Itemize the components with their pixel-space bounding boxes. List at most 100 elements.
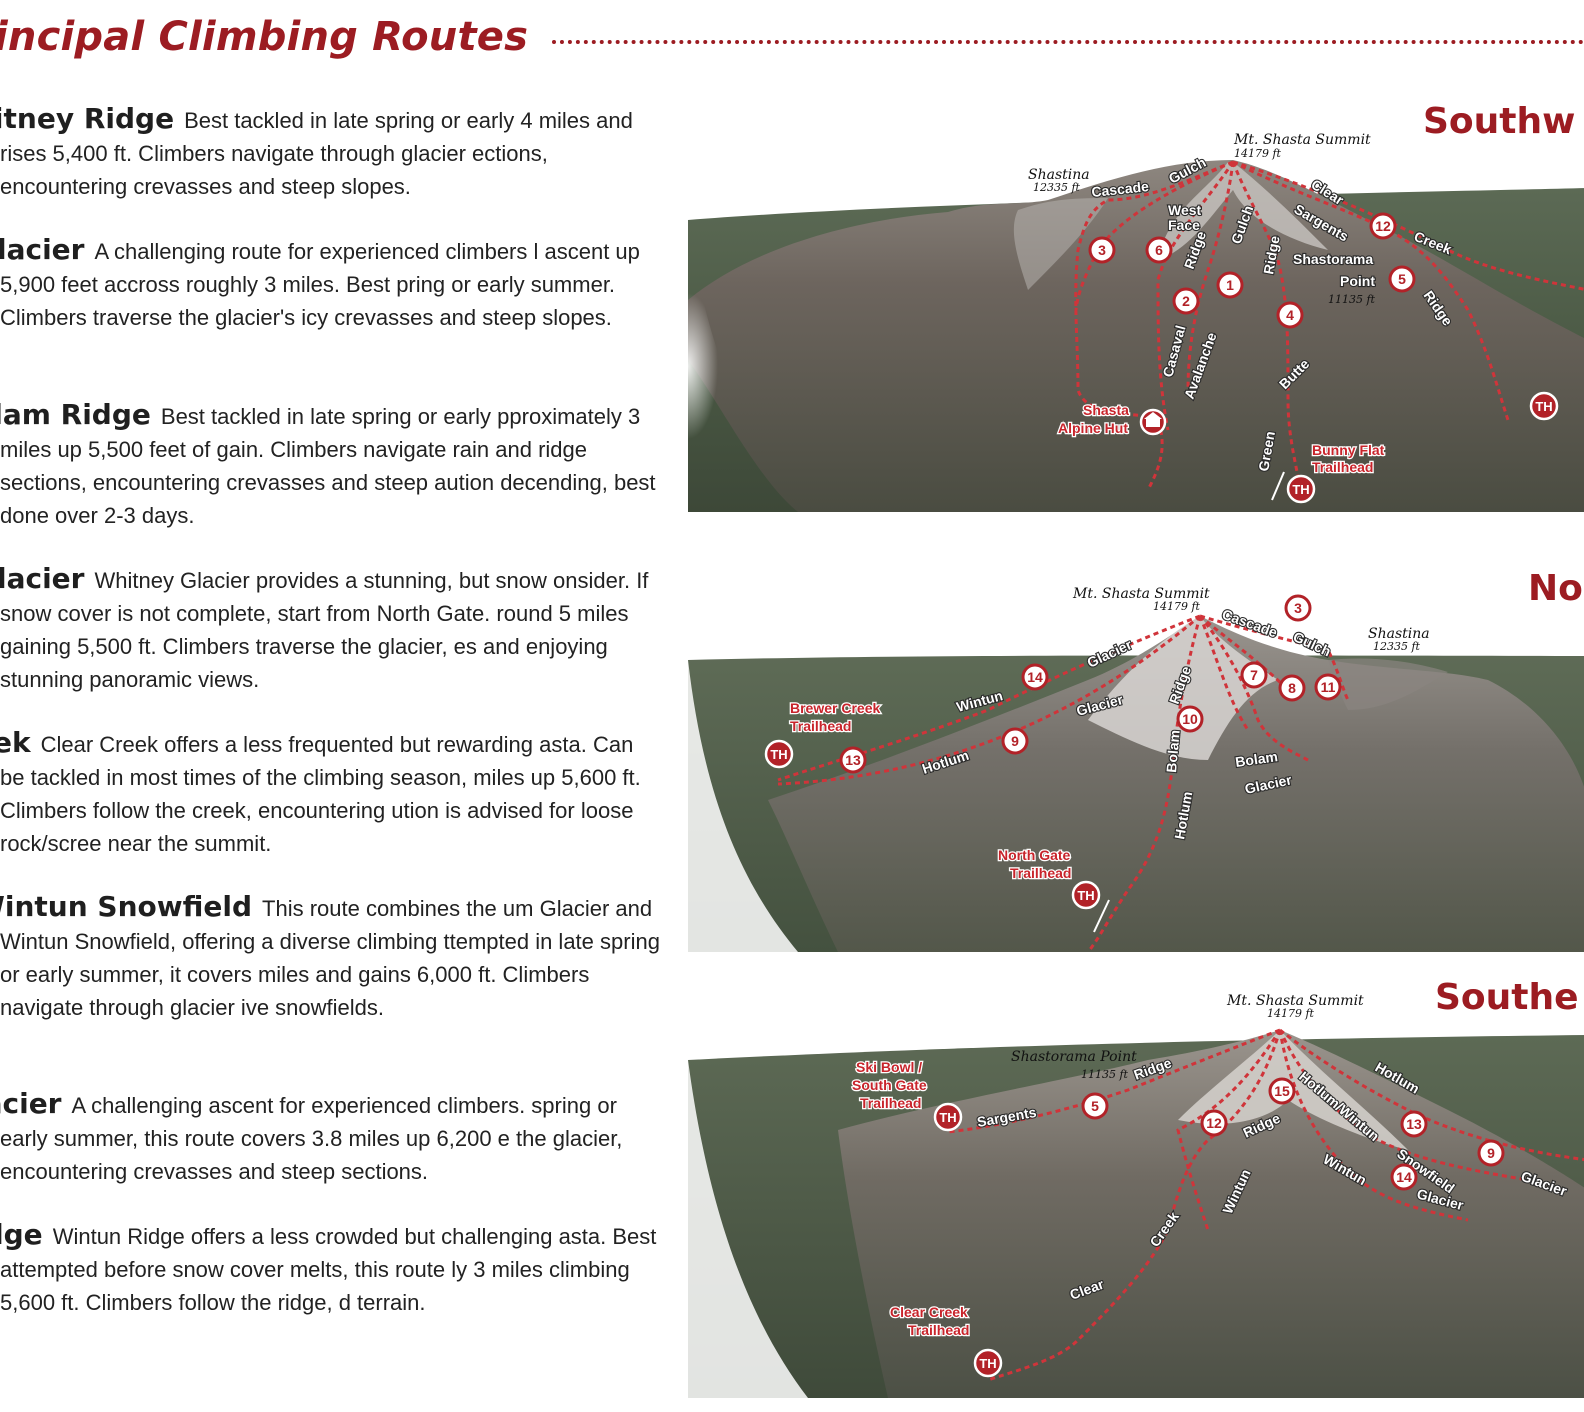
svg-text:7: 7 xyxy=(1250,667,1258,683)
trailhead-label: North Gate xyxy=(998,847,1071,863)
svg-text:13: 13 xyxy=(1406,1116,1422,1132)
route-description: GlacierA challenging route for experienc… xyxy=(0,233,660,334)
svg-text:12: 12 xyxy=(1206,1115,1222,1131)
route-label: Point xyxy=(1340,273,1375,289)
route-name: idge xyxy=(0,1218,43,1251)
panel-title: Southw xyxy=(1423,101,1575,142)
svg-text:9: 9 xyxy=(1487,1145,1495,1161)
svg-text:4: 4 xyxy=(1286,307,1294,323)
panel-title: Southe xyxy=(1435,977,1579,1018)
svg-text:14: 14 xyxy=(1396,1169,1412,1185)
svg-text:6: 6 xyxy=(1155,242,1163,258)
trailhead-label: Trailhead xyxy=(790,718,851,734)
trailhead-icon: TH xyxy=(1286,474,1316,504)
trailhead-label: Bunny Flat xyxy=(1312,442,1385,458)
alpine-hut-icon xyxy=(1139,408,1167,436)
trailhead-icon: TH xyxy=(933,1102,963,1132)
trailhead-label: South Gate xyxy=(852,1077,927,1093)
route-marker: 5 xyxy=(1388,265,1416,293)
svg-text:TH: TH xyxy=(1292,482,1309,497)
route-text: Best tackled in late spring or early ppr… xyxy=(0,404,656,528)
svg-text:14: 14 xyxy=(1027,669,1043,685)
route-name: hitney Ridge xyxy=(0,102,175,135)
route-text: Whitney Glacier provides a stunning, but… xyxy=(0,568,649,692)
route-name: Glacier xyxy=(0,562,85,595)
trailhead-icon: TH xyxy=(1071,880,1101,910)
svg-text:12: 12 xyxy=(1375,218,1391,234)
svg-text:11: 11 xyxy=(1321,679,1336,695)
route-label: Face xyxy=(1168,217,1200,233)
route-label: West xyxy=(1168,202,1202,218)
route-description: GlacierWhitney Glacier provides a stunni… xyxy=(0,562,660,696)
svg-text:5: 5 xyxy=(1091,1098,1099,1114)
summit-label: Mt. Shasta Summit xyxy=(1072,586,1210,602)
svg-text:13: 13 xyxy=(845,752,861,768)
summit-label: Mt. Shasta Summit xyxy=(1226,993,1364,1009)
shastina-elevation: 12335 ft xyxy=(1373,640,1421,653)
route-marker: 15 xyxy=(1268,1077,1296,1105)
route-marker: 12 xyxy=(1369,212,1397,240)
hut-label: Alpine Hut xyxy=(1058,420,1128,436)
route-label: Shastorama xyxy=(1293,251,1373,267)
route-marker: 3 xyxy=(1088,236,1116,264)
trailhead-label: Trailhead xyxy=(860,1095,921,1111)
svg-text:5: 5 xyxy=(1398,271,1406,287)
trailhead-label: Clear Creek xyxy=(890,1304,968,1320)
direction-arrow-icon xyxy=(1093,899,1110,933)
route-text: A challenging ascent for experienced cli… xyxy=(0,1093,623,1184)
trailhead-label: Trailhead xyxy=(1010,865,1071,881)
route-text: Clear Creek offers a less frequented but… xyxy=(0,732,641,856)
route-marker: 14 xyxy=(1390,1163,1418,1191)
southeast-route-map: Southe Mt. Shasta Summit 14179 ft Shasto… xyxy=(688,970,1584,1398)
route-text: Wintun Ridge offers a less crowded but c… xyxy=(0,1224,657,1315)
route-marker: 9 xyxy=(1477,1139,1505,1167)
trailhead-label: Brewer Creek xyxy=(790,700,880,716)
route-marker: 4 xyxy=(1276,301,1304,329)
svg-text:3: 3 xyxy=(1294,600,1302,616)
trailhead-icon: TH xyxy=(973,1348,1003,1378)
route-marker: 5 xyxy=(1081,1092,1109,1120)
trailhead-label: Trailhead xyxy=(1312,459,1373,475)
route-marker: 13 xyxy=(839,746,867,774)
route-marker: 13 xyxy=(1400,1110,1428,1138)
svg-text:TH: TH xyxy=(1077,888,1094,903)
svg-text:10: 10 xyxy=(1182,711,1198,727)
shastina-label: Shastina xyxy=(1028,167,1090,183)
route-marker: 11 xyxy=(1314,673,1342,701)
route-marker: 12 xyxy=(1200,1109,1228,1137)
route-name: Wintun Snowfield xyxy=(0,890,253,923)
page-title: incipal Climbing Routes xyxy=(0,14,529,60)
trailhead-icon: TH xyxy=(1529,391,1559,421)
route-label: Bolam xyxy=(1163,729,1183,773)
shastorama-elevation: 11135 ft xyxy=(1081,1068,1129,1081)
route-text: Best tackled in late spring or early 4 m… xyxy=(0,108,633,199)
summit-elevation: 14179 ft xyxy=(1267,1007,1315,1020)
svg-text:9: 9 xyxy=(1011,733,1019,749)
svg-text:3: 3 xyxy=(1098,242,1106,258)
route-lines xyxy=(947,1028,1584,1382)
svg-text:TH: TH xyxy=(770,747,787,762)
route-marker: 3 xyxy=(1284,594,1312,622)
panel-title: No xyxy=(1528,568,1583,609)
svg-text:8: 8 xyxy=(1288,680,1296,696)
svg-text:TH: TH xyxy=(939,1110,956,1125)
route-marker: 7 xyxy=(1240,661,1268,689)
route-lines xyxy=(777,614,1350,952)
route-name: eek xyxy=(0,726,31,759)
trailhead-label: Ski Bowl / xyxy=(856,1059,922,1075)
shastina-elevation: 12335 ft xyxy=(1033,181,1081,194)
route-marker: 1 xyxy=(1216,271,1244,299)
north-route-map: No Mt. Shasta Summit 14179 ft Shastina 1… xyxy=(688,560,1584,952)
direction-arrow-icon xyxy=(1271,471,1285,501)
route-description: Wintun Snowfield This route combines the … xyxy=(0,890,660,1024)
summit-elevation: 14179 ft xyxy=(1153,600,1201,613)
title-dotted-rule xyxy=(552,40,1584,44)
route-marker: 2 xyxy=(1172,287,1200,315)
route-name: olam Ridge xyxy=(0,398,151,431)
svg-text:TH: TH xyxy=(979,1356,996,1371)
